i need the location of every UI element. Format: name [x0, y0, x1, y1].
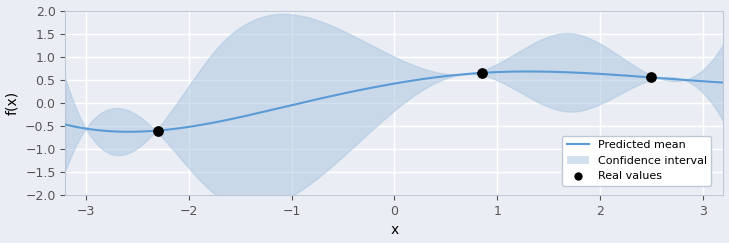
- Real values: [476, 71, 488, 75]
- Legend: Predicted mean, Confidence interval, Real values: Predicted mean, Confidence interval, Rea…: [562, 136, 712, 186]
- Predicted mean: [719, 81, 728, 84]
- Line: Predicted mean: Predicted mean: [66, 71, 723, 132]
- Predicted mean: [418, 78, 427, 80]
- Real values: [646, 76, 658, 79]
- Predicted mean: [706, 80, 714, 83]
- Predicted mean: [454, 73, 463, 76]
- Predicted mean: [375, 85, 383, 88]
- Predicted mean: [379, 84, 388, 87]
- X-axis label: x: x: [390, 224, 399, 237]
- Predicted mean: [603, 73, 612, 76]
- Predicted mean: [524, 70, 533, 73]
- Predicted mean: [61, 123, 70, 126]
- Real values: [152, 129, 164, 132]
- Predicted mean: [124, 130, 133, 133]
- Y-axis label: f(x): f(x): [6, 91, 20, 115]
